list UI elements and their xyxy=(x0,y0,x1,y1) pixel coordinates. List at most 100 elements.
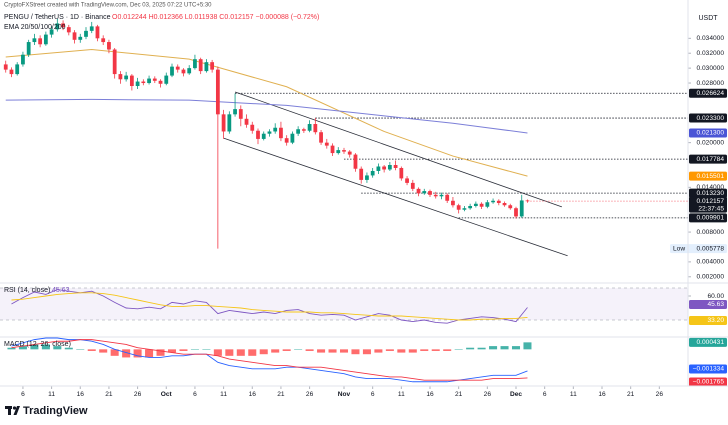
countdown: 22:37:45 xyxy=(698,205,724,212)
macd-hist-bar xyxy=(420,349,429,351)
macd-hist-bar xyxy=(41,344,50,350)
macd-hist-bar xyxy=(305,349,314,351)
macd-hist-bar xyxy=(225,349,234,356)
candle-body xyxy=(439,194,444,197)
macd-hist-bar xyxy=(477,347,486,350)
candle-body xyxy=(26,42,31,55)
y-tick-label: 0.008000 xyxy=(696,229,724,236)
ema-line xyxy=(5,98,528,134)
macd-hist-bar xyxy=(454,349,463,350)
x-tick-label: 21 xyxy=(455,391,463,398)
level-box-label: 0.017784 xyxy=(696,156,724,163)
trend-line xyxy=(223,137,568,257)
rsi-box-label: 45.63 xyxy=(707,301,724,308)
candle-body xyxy=(428,191,432,195)
last-price-box xyxy=(689,196,727,213)
candle-body xyxy=(72,32,77,40)
macd-hist-bar xyxy=(156,349,165,356)
candle-body xyxy=(342,150,346,152)
macd-hist-bar xyxy=(271,349,280,353)
macd-hist-bar xyxy=(76,349,85,350)
macd-hist-bar xyxy=(167,349,177,353)
candle-body xyxy=(365,175,369,180)
candle-body xyxy=(15,64,20,75)
ohlc-legend: O0.012244 H0.012366 L0.011938 C0.012157 … xyxy=(112,14,319,21)
candle-body xyxy=(301,129,306,131)
level-box-label: 0.009901 xyxy=(696,215,724,222)
macd-box-label: −0.001334 xyxy=(693,366,725,373)
candle-body xyxy=(164,75,169,84)
macd-hist-box-label: 0.000431 xyxy=(696,339,724,346)
macd-hist-bar xyxy=(18,346,27,350)
macd-hist-bar xyxy=(282,349,291,351)
candle-body xyxy=(405,178,409,183)
rsi-legend-value: 45.63 xyxy=(52,287,70,294)
macd-hist-bar xyxy=(523,342,532,350)
macd-box-label: −0.001765 xyxy=(693,379,725,386)
x-tick-label: 16 xyxy=(426,391,434,398)
candle-body xyxy=(387,165,392,170)
x-tick-label: 21 xyxy=(627,391,635,398)
macd-hist-bar xyxy=(236,349,245,356)
candle-body xyxy=(152,78,157,81)
candle-body xyxy=(204,62,209,72)
macd-hist-bar xyxy=(145,349,154,358)
candle-body xyxy=(502,203,507,206)
candle-body xyxy=(347,151,352,155)
candle-body xyxy=(313,124,318,133)
ema-box-label: 0.021300 xyxy=(696,130,724,137)
candle-body xyxy=(66,27,71,33)
y-tick-label: 0.020000 xyxy=(696,139,724,146)
level-box xyxy=(689,188,727,198)
candle-body xyxy=(141,81,146,84)
candle-body xyxy=(135,81,140,87)
candle-body xyxy=(21,54,25,65)
level-box-label: 0.023300 xyxy=(696,115,724,122)
macd-hist-bar xyxy=(489,346,498,350)
rsi-box-label: 33.20 xyxy=(707,317,724,324)
candle-body xyxy=(491,200,495,203)
candle-body xyxy=(519,200,524,217)
candle-body xyxy=(112,49,117,75)
candle-body xyxy=(307,124,312,131)
y-tick-label: 0.030000 xyxy=(696,65,724,72)
x-tick-label: 26 xyxy=(134,391,142,398)
candle-body xyxy=(370,170,375,176)
candle-body xyxy=(193,59,197,69)
x-tick-label: Dec xyxy=(510,391,522,398)
low-label: Low xyxy=(673,245,685,252)
y-tick-label: 0.028000 xyxy=(696,80,724,87)
macd-hist-bar xyxy=(431,349,440,351)
macd-hist-bar xyxy=(317,349,326,353)
ema-box xyxy=(689,171,727,181)
y-tick-label: 0.014000 xyxy=(696,184,724,191)
candle-body xyxy=(279,127,283,139)
macd-hist-bar xyxy=(362,349,371,355)
rsi-box xyxy=(689,315,727,325)
macd-hist-bar xyxy=(466,347,475,350)
candle-body xyxy=(147,78,151,84)
x-tick-label: 11 xyxy=(570,391,577,398)
y-tick-label: 0.034000 xyxy=(696,35,724,42)
candle-body xyxy=(158,80,163,84)
x-tick-label: 16 xyxy=(77,391,85,398)
macd-line xyxy=(11,337,528,383)
x-tick-label: Nov xyxy=(338,391,351,398)
macd-hist-bar xyxy=(339,349,349,353)
level-box-label: 0.026624 xyxy=(696,90,724,97)
y-tick-label: 0.032000 xyxy=(696,50,724,57)
candle-body xyxy=(422,191,427,194)
rsi-line xyxy=(11,292,528,321)
candle-body xyxy=(244,118,249,125)
candle-body xyxy=(221,114,226,132)
candle-body xyxy=(61,23,65,28)
x-tick-label: 26 xyxy=(306,391,314,398)
candle-body xyxy=(496,200,501,204)
candle-body xyxy=(118,74,123,80)
macd-hist-bar xyxy=(30,344,39,350)
x-tick-label: 11 xyxy=(48,391,55,398)
macd-hist-bar xyxy=(259,349,268,355)
y-tick-label: 0.004000 xyxy=(696,259,724,266)
ema-box xyxy=(689,128,727,138)
